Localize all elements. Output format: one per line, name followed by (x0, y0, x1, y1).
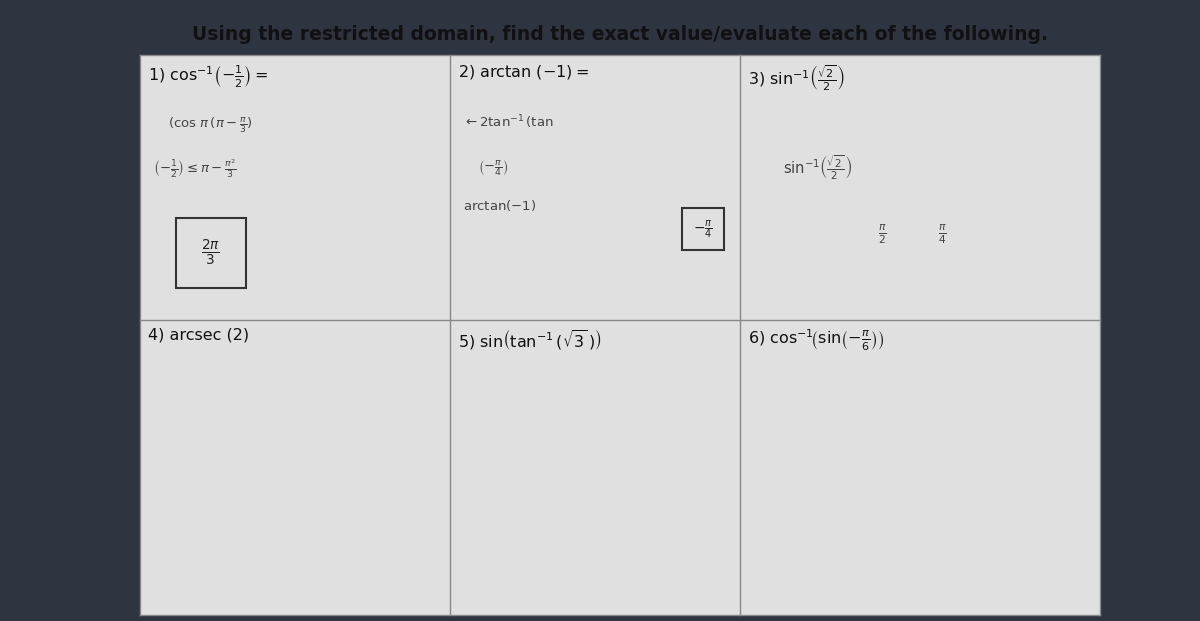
Text: $-\frac{\pi}{4}$: $-\frac{\pi}{4}$ (694, 218, 713, 240)
Bar (140, 55, 1100, 615)
Text: $\left(-\frac{1}{2}\right) \leq \pi - \frac{\pi^2}{3}$: $\left(-\frac{1}{2}\right) \leq \pi - \f… (154, 158, 236, 180)
Text: $\mathrm{arctan}(-1)$: $\mathrm{arctan}(-1)$ (463, 198, 536, 213)
Text: $\frac{2\pi}{3}$: $\frac{2\pi}{3}$ (202, 238, 221, 268)
Text: 5) $\sin\!\left(\tan^{-1}(\sqrt{3}\,)\right)$: 5) $\sin\!\left(\tan^{-1}(\sqrt{3}\,)\ri… (458, 328, 601, 352)
Bar (176, 218, 246, 288)
Text: 3) $\sin^{-1}\!\left(\frac{\sqrt{2}}{2}\right)$: 3) $\sin^{-1}\!\left(\frac{\sqrt{2}}{2}\… (748, 63, 845, 93)
Bar (682, 208, 724, 250)
Text: $\leftarrow 2\tan^{-1}(\tan$: $\leftarrow 2\tan^{-1}(\tan$ (463, 113, 553, 130)
Text: $\left(-\frac{\pi}{4}\right)$: $\left(-\frac{\pi}{4}\right)$ (478, 158, 508, 178)
Text: 4) arcsec (2): 4) arcsec (2) (148, 328, 250, 343)
Text: $\frac{\pi}{4}$: $\frac{\pi}{4}$ (938, 223, 947, 247)
Text: 6) $\cos^{-1}\!\!\left(\sin\!\left(-\frac{\pi}{6}\right)\right)$: 6) $\cos^{-1}\!\!\left(\sin\!\left(-\fra… (748, 328, 884, 353)
Text: 1) $\cos^{-1}\!\left(-\frac{1}{2}\right) =$: 1) $\cos^{-1}\!\left(-\frac{1}{2}\right)… (148, 63, 269, 89)
Text: 2) arctan $(-1) =$: 2) arctan $(-1) =$ (458, 63, 589, 81)
Text: $(\cos\,\pi\,(\pi - \frac{\pi}{3})$: $(\cos\,\pi\,(\pi - \frac{\pi}{3})$ (168, 115, 253, 135)
Text: Using the restricted domain, find the exact value/evaluate each of the following: Using the restricted domain, find the ex… (192, 25, 1048, 45)
Text: $\frac{\pi}{2}$: $\frac{\pi}{2}$ (878, 223, 887, 247)
Text: $\sin^{-1}\!\left(\frac{\sqrt{2}}{2}\right)$: $\sin^{-1}\!\left(\frac{\sqrt{2}}{2}\rig… (784, 153, 852, 182)
